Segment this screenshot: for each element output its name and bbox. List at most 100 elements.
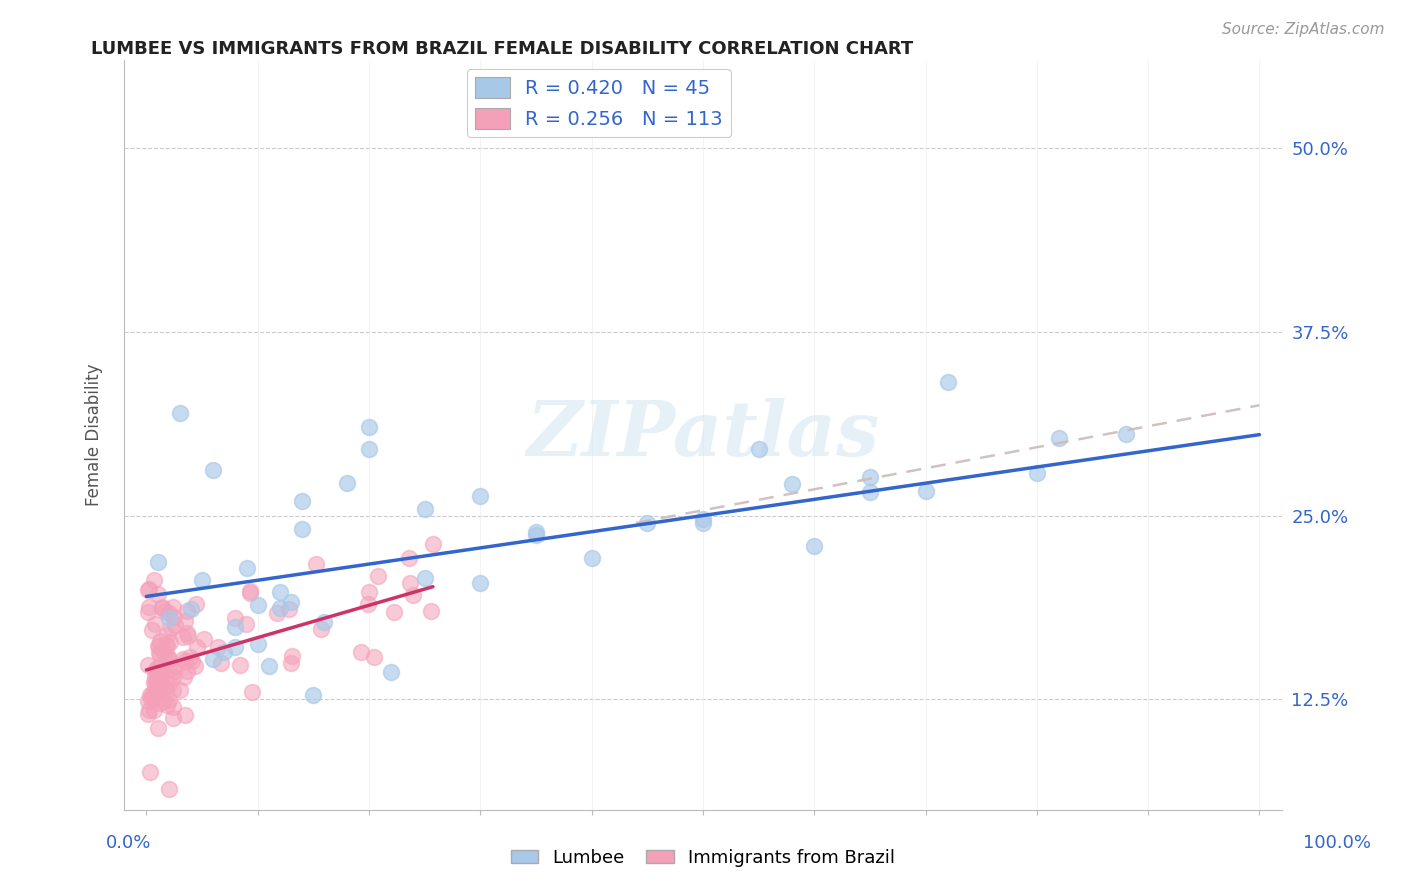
Point	[177, 629, 200, 643]
Point	[162, 711, 184, 725]
Point	[269, 601, 291, 615]
Point	[202, 652, 225, 666]
Text: LUMBEE VS IMMIGRANTS FROM BRAZIL FEMALE DISABILITY CORRELATION CHART: LUMBEE VS IMMIGRANTS FROM BRAZIL FEMALE …	[91, 40, 914, 58]
Point	[143, 616, 166, 631]
Point	[422, 537, 444, 551]
Point	[163, 618, 186, 632]
Point	[163, 658, 186, 673]
Point	[309, 622, 332, 636]
Point	[936, 375, 959, 389]
Point	[157, 692, 180, 706]
Point	[152, 644, 174, 658]
Point	[257, 659, 280, 673]
Point	[141, 623, 163, 637]
Point	[179, 649, 201, 664]
Point	[524, 528, 547, 542]
Point	[402, 588, 425, 602]
Point	[143, 665, 166, 679]
Text: 100.0%: 100.0%	[1303, 834, 1371, 852]
Point	[172, 630, 194, 644]
Point	[692, 512, 714, 526]
Point	[141, 689, 163, 703]
Point	[157, 781, 180, 796]
Point	[156, 650, 179, 665]
Point	[269, 585, 291, 599]
Point	[148, 646, 170, 660]
Point	[314, 615, 336, 629]
Point	[240, 685, 263, 699]
Point	[224, 611, 246, 625]
Point	[413, 501, 436, 516]
Point	[356, 597, 378, 611]
Point	[235, 617, 257, 632]
Point	[157, 652, 180, 666]
Point	[136, 606, 159, 620]
Point	[357, 442, 380, 457]
Point	[180, 601, 202, 615]
Point	[246, 598, 269, 612]
Point	[136, 657, 159, 672]
Point	[280, 595, 302, 609]
Point	[143, 703, 166, 717]
Point	[277, 602, 299, 616]
Point	[143, 677, 166, 691]
Text: Source: ZipAtlas.com: Source: ZipAtlas.com	[1222, 22, 1385, 37]
Point	[139, 692, 162, 706]
Point	[914, 483, 936, 498]
Point	[149, 658, 172, 673]
Point	[149, 647, 172, 661]
Point	[149, 680, 172, 694]
Point	[214, 645, 236, 659]
Legend: R = 0.420   N = 45, R = 0.256   N = 113: R = 0.420 N = 45, R = 0.256 N = 113	[467, 70, 731, 137]
Point	[235, 561, 257, 575]
Point	[191, 574, 214, 588]
Point	[136, 694, 159, 708]
Point	[148, 679, 170, 693]
Point	[141, 687, 163, 701]
Point	[160, 621, 183, 635]
Point	[156, 639, 179, 653]
Point	[357, 420, 380, 434]
Point	[636, 516, 658, 531]
Point	[1025, 467, 1047, 481]
Point	[163, 664, 186, 678]
Point	[183, 659, 205, 673]
Point	[146, 665, 169, 679]
Point	[367, 569, 389, 583]
Point	[156, 628, 179, 642]
Point	[156, 698, 179, 712]
Point	[398, 551, 420, 566]
Point	[152, 599, 174, 614]
Point	[266, 606, 288, 620]
Point	[524, 525, 547, 540]
Point	[281, 648, 304, 663]
Point	[155, 637, 177, 651]
Point	[142, 675, 165, 690]
Point	[1047, 431, 1070, 445]
Point	[413, 572, 436, 586]
Point	[146, 587, 169, 601]
Point	[157, 607, 180, 621]
Point	[380, 665, 402, 679]
Point	[280, 657, 302, 671]
Point	[138, 582, 160, 596]
Legend: Lumbee, Immigrants from Brazil: Lumbee, Immigrants from Brazil	[503, 842, 903, 874]
Point	[176, 605, 198, 619]
Point	[176, 625, 198, 640]
Point	[139, 688, 162, 702]
Point	[748, 442, 770, 457]
Point	[149, 696, 172, 710]
Point	[149, 664, 172, 678]
Point	[224, 620, 246, 634]
Point	[136, 706, 159, 721]
Point	[149, 672, 172, 686]
Point	[156, 652, 179, 666]
Point	[420, 604, 443, 618]
Point	[148, 669, 170, 683]
Point	[246, 637, 269, 651]
Point	[239, 586, 262, 600]
Point	[152, 694, 174, 708]
Point	[162, 682, 184, 697]
Point	[184, 597, 207, 611]
Point	[138, 600, 160, 615]
